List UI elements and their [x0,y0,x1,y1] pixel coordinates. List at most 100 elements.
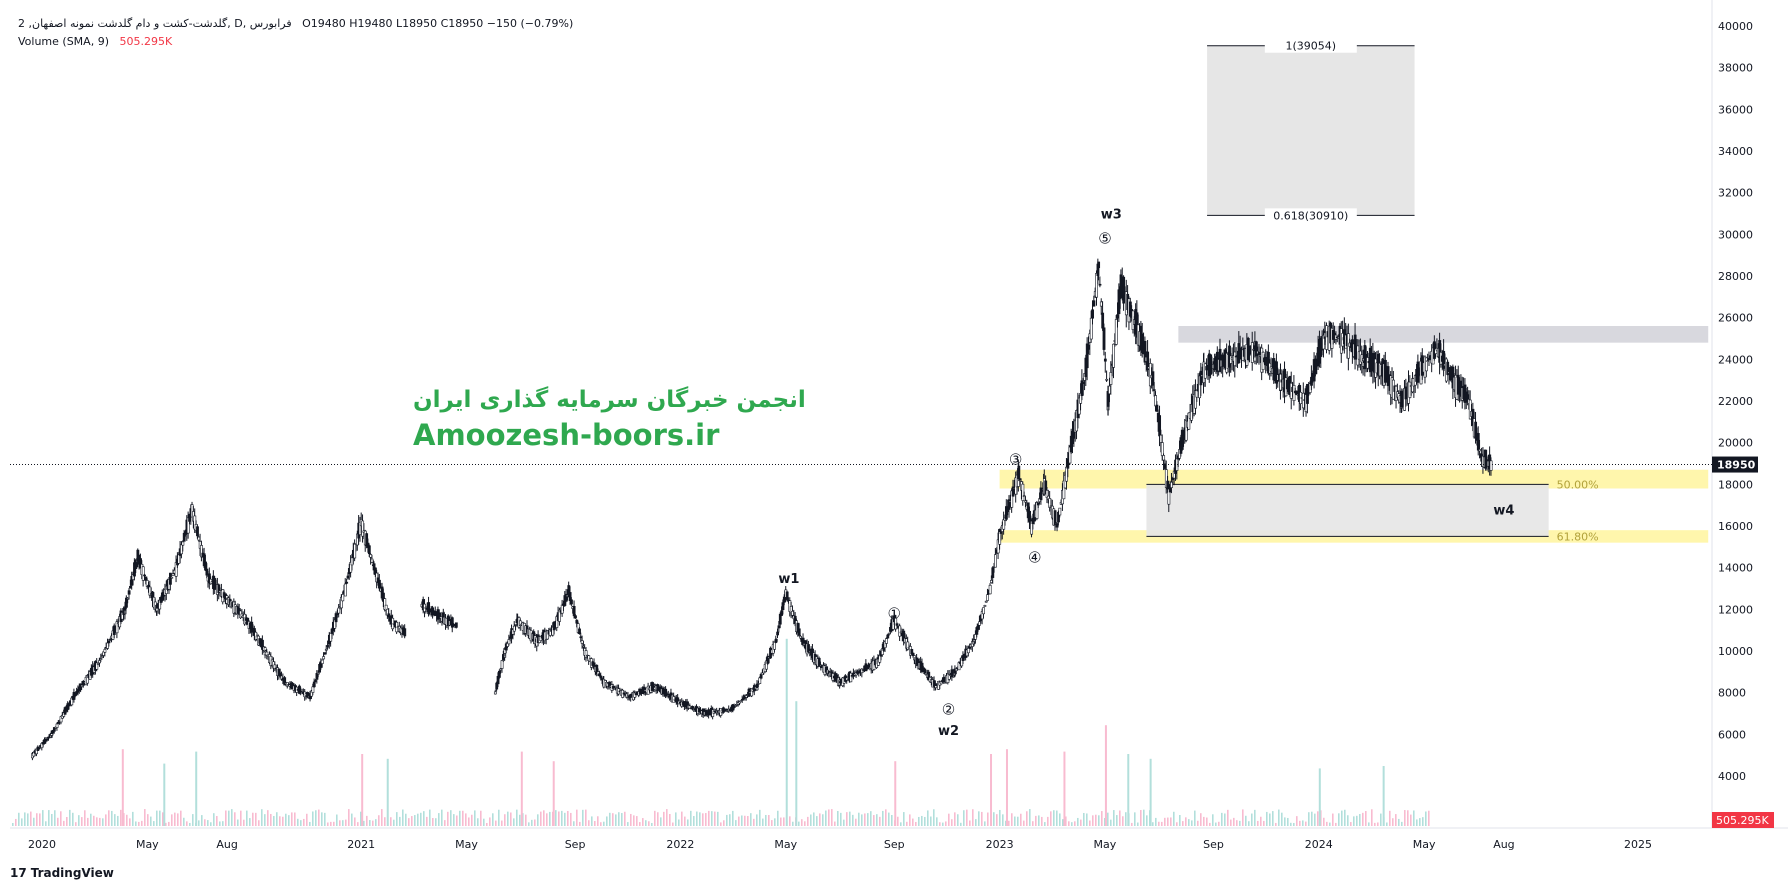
fib-label-bg [1264,38,1357,53]
volume-bar [957,814,959,826]
volume-bar [312,811,314,826]
volume-bar [1167,817,1169,826]
volume-bar [1065,816,1067,826]
volume-bar [750,813,752,826]
volume-bar [39,813,41,826]
volume-bar [996,814,998,826]
volume-bar [810,814,812,826]
candle-body [1155,404,1159,412]
volume-bar [225,810,227,826]
volume-bar [1206,817,1208,826]
volume-bar [386,758,389,826]
volume-bar [681,811,683,826]
volume-bar [768,815,770,826]
fib-retracement-box[interactable] [1146,484,1549,537]
volume-bar [753,818,755,826]
volume-bar [1011,813,1013,826]
volume-bar [102,818,104,826]
volume-bar [1083,812,1085,826]
candle-body [324,648,328,651]
volume-bar [105,814,107,826]
volume-bar [303,818,305,826]
volume-bar [1050,811,1052,826]
volume-value-tag[interactable] [1712,812,1774,828]
volume-bar [1284,817,1286,826]
symbol-name[interactable]: گلدشت-کشت و دام گلدشت نمونه اصفهان, 2, D… [18,17,292,30]
time-tick-label: May [136,838,159,851]
price-tick-label: 4000 [1718,770,1746,783]
volume-bar [363,820,365,826]
volume-bar [711,811,713,826]
volume-bar [975,819,977,826]
volume-bar [642,818,644,826]
candle-body [500,660,504,669]
time-tick-label: May [774,838,797,851]
volume-bar [33,817,35,826]
tradingview-logo[interactable]: 17 TradingView [10,866,114,880]
volume-bar [1347,815,1349,826]
volume-value-label: 505.295K [1716,814,1769,827]
wave-count-label: ⑤ [1098,230,1111,248]
volume-bar [1377,822,1379,826]
volume-bar [678,819,680,826]
volume-bar [1104,725,1107,826]
volume-bar [756,814,758,826]
fib-extension-box[interactable] [1207,45,1415,216]
last-price-tag[interactable] [1712,456,1758,473]
volume-bar [696,811,698,826]
volume-label[interactable]: Volume (SMA, 9) [18,35,109,48]
volume-bar [1332,813,1334,826]
volume-bar [474,810,476,826]
volume-bar [888,812,890,826]
volume-bar [747,816,749,826]
volume-bar [1080,819,1082,826]
volume-bar [399,816,401,826]
volume-bar [1326,821,1328,826]
volume-bar [66,817,68,826]
candle-body [427,602,431,615]
volume-bar [408,818,410,826]
volume-bar [270,813,272,826]
volume-bar [777,810,779,826]
volume-bar [1023,820,1025,826]
volume-bar [636,816,638,826]
volume-bar [984,821,986,826]
volume-bar [840,812,842,826]
volume-bar [1236,820,1238,826]
volume-bar [1170,817,1172,826]
fib-retracement-label: 50.00% [1557,478,1599,491]
volume-bar [163,763,166,826]
volume-bar [1044,822,1046,826]
volume-bar [180,810,182,826]
volume-bar [1407,810,1409,826]
volume-bar [1233,817,1235,826]
volume-bar [24,812,26,826]
volume-bar [1419,818,1421,826]
volume-bar [1428,810,1430,826]
wave-label: w4 [1493,503,1514,518]
volume-bar [498,809,500,826]
resistance-zone[interactable] [1178,326,1709,343]
volume-bar [1026,811,1028,826]
volume-bar [846,812,848,826]
candle-body [141,566,145,581]
volume-bar [1176,822,1178,826]
volume-bar [948,813,950,826]
volume-bar [1404,810,1406,826]
candle-body [1112,343,1115,368]
volume-bar [1095,814,1097,826]
volume-bar [237,819,239,826]
candle-body [107,640,111,644]
volume-bar [372,820,374,826]
volume-bar [327,822,329,826]
volume-bar [1029,809,1031,826]
candle-body [454,622,458,628]
volume-bar [1318,768,1321,826]
volume-bar [117,815,119,826]
volume-bar [294,812,296,826]
volume-bar [639,822,641,826]
volume-bar [972,809,974,826]
volume-bar [774,818,776,826]
volume-bar [165,822,167,826]
